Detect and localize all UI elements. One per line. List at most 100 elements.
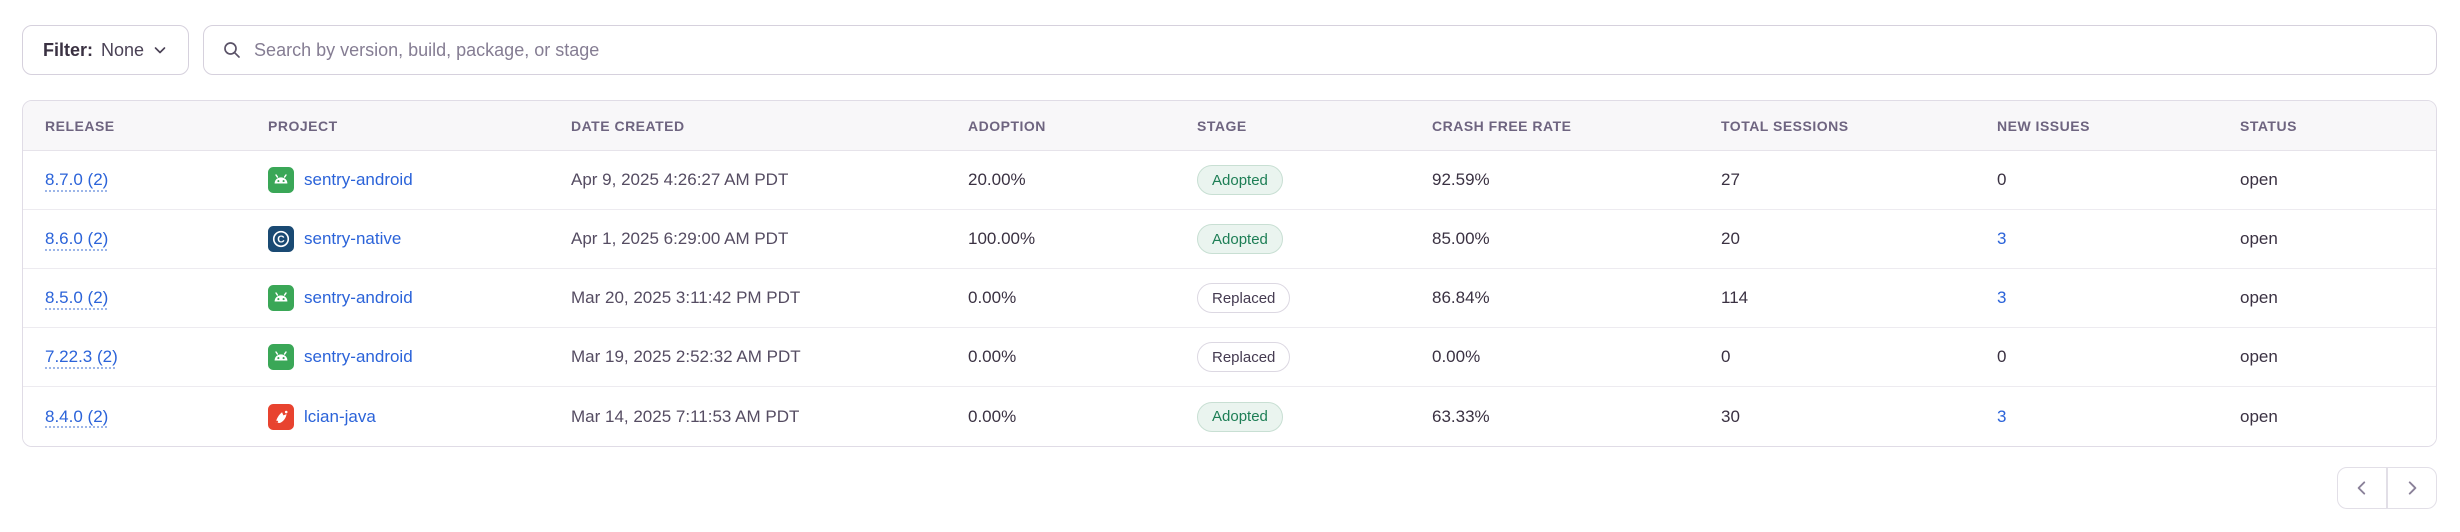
android-platform-icon xyxy=(268,285,294,311)
total-sessions-cell: 30 xyxy=(1721,406,1740,426)
stage-cell: Replaced xyxy=(1197,342,1432,372)
table-row[interactable]: 8.7.0 (2) sentry-android Apr 9, 2025 4:2… xyxy=(23,151,2436,210)
new-issues-value: 0 xyxy=(1997,347,2007,366)
stage-badge: Replaced xyxy=(1197,283,1291,313)
release-cell: 8.4.0 (2) xyxy=(45,407,268,427)
release-cell: 8.5.0 (2) xyxy=(45,288,268,308)
stage-badge: Adopted xyxy=(1197,165,1283,195)
new-issues-link[interactable]: 3 xyxy=(1997,406,2007,426)
toolbar: Filter: None xyxy=(22,25,2437,75)
table-body: 8.7.0 (2) sentry-android Apr 9, 2025 4:2… xyxy=(23,151,2436,446)
crash-free-rate-cell: 92.59% xyxy=(1432,170,1490,189)
chevron-down-icon xyxy=(152,42,168,58)
stage-cell: Adopted xyxy=(1197,224,1432,254)
previous-page-button[interactable] xyxy=(2337,467,2387,509)
project-cell: sentry-android xyxy=(268,285,571,311)
new-issues-link[interactable]: 3 xyxy=(1997,229,2007,248)
date-created-cell: Apr 1, 2025 6:29:00 AM PDT xyxy=(571,229,789,248)
status-cell: open xyxy=(2240,406,2278,426)
date-created-cell: Apr 9, 2025 4:26:27 AM PDT xyxy=(571,170,789,189)
stage-badge: Adopted xyxy=(1197,224,1283,254)
release-link[interactable]: 8.6.0 (2) xyxy=(45,229,109,248)
column-header-date-created: Date Created xyxy=(571,117,685,134)
table-row[interactable]: 7.22.3 (2) sentry-android Mar 19, 2025 2… xyxy=(23,328,2436,387)
column-header-stage: Stage xyxy=(1197,117,1247,134)
svg-text:C: C xyxy=(277,235,285,246)
status-cell: open xyxy=(2240,229,2278,248)
filter-label: Filter: xyxy=(43,39,94,60)
stage-cell: Adopted xyxy=(1197,165,1432,195)
total-sessions-cell: 114 xyxy=(1721,288,1749,307)
adoption-cell: 100.00% xyxy=(968,229,1036,248)
releases-table: Release Project Date Created Adoption St… xyxy=(22,100,2437,447)
crash-free-rate-cell: 85.00% xyxy=(1432,229,1490,248)
pagination xyxy=(22,467,2437,509)
project-link[interactable]: sentry-android xyxy=(304,347,413,366)
date-created-cell: Mar 14, 2025 7:11:53 AM PDT xyxy=(571,406,800,426)
c-platform-icon: C xyxy=(268,226,294,252)
next-page-button[interactable] xyxy=(2387,467,2437,509)
date-created-cell: Mar 20, 2025 3:11:42 PM PDT xyxy=(571,288,801,307)
search-input[interactable] xyxy=(254,39,2418,61)
new-issues-cell: 3 xyxy=(1997,407,2240,427)
release-cell: 8.6.0 (2) xyxy=(45,229,268,249)
release-cell: 8.7.0 (2) xyxy=(45,170,268,190)
stage-cell: Replaced xyxy=(1197,283,1432,313)
column-header-release: Release xyxy=(45,117,115,134)
project-cell: sentry-android xyxy=(268,167,571,193)
release-link[interactable]: 8.7.0 (2) xyxy=(45,170,109,189)
search-box[interactable] xyxy=(203,25,2437,75)
release-link[interactable]: 8.4.0 (2) xyxy=(45,406,109,426)
release-link[interactable]: 7.22.3 (2) xyxy=(45,347,118,366)
chevron-right-icon xyxy=(2403,479,2421,497)
new-issues-cell: 0 xyxy=(1997,347,2240,367)
status-cell: open xyxy=(2240,347,2278,366)
new-issues-cell: 3 xyxy=(1997,229,2240,249)
java-platform-icon xyxy=(268,403,294,430)
release-cell: 7.22.3 (2) xyxy=(45,347,268,367)
column-header-crash-free-rate: Crash Free Rate xyxy=(1432,117,1572,134)
stage-badge: Adopted xyxy=(1197,401,1283,432)
column-header-status: Status xyxy=(2240,117,2297,134)
total-sessions-cell: 27 xyxy=(1721,170,1740,189)
table-row[interactable]: 8.6.0 (2) C sentry-native Apr 1, 2025 6:… xyxy=(23,210,2436,269)
filter-dropdown-button[interactable]: Filter: None xyxy=(22,25,190,75)
pagination-button-group xyxy=(2337,467,2437,509)
status-cell: open xyxy=(2240,170,2278,189)
project-link[interactable]: sentry-android xyxy=(304,170,413,189)
search-icon xyxy=(222,40,242,60)
android-platform-icon xyxy=(268,344,294,370)
status-cell: open xyxy=(2240,288,2278,307)
project-cell: sentry-android xyxy=(268,344,571,370)
column-header-adoption: Adoption xyxy=(968,117,1046,134)
column-header-total-sessions: Total Sessions xyxy=(1721,117,1849,134)
project-link[interactable]: sentry-native xyxy=(304,229,402,248)
crash-free-rate-cell: 86.84% xyxy=(1432,288,1490,307)
release-link[interactable]: 8.5.0 (2) xyxy=(45,288,109,307)
crash-free-rate-cell: 63.33% xyxy=(1432,406,1490,426)
new-issues-link[interactable]: 3 xyxy=(1997,288,2007,307)
column-header-project: Project xyxy=(268,117,338,134)
project-link[interactable]: lcian-java xyxy=(304,406,376,426)
new-issues-cell: 0 xyxy=(1997,170,2240,190)
stage-cell: Adopted xyxy=(1197,401,1432,432)
crash-free-rate-cell: 0.00% xyxy=(1432,347,1481,366)
android-platform-icon xyxy=(268,167,294,193)
date-created-cell: Mar 19, 2025 2:52:32 AM PDT xyxy=(571,347,801,366)
total-sessions-cell: 20 xyxy=(1721,229,1740,248)
releases-page: Filter: None Release Project Date Create… xyxy=(22,25,2437,509)
total-sessions-cell: 0 xyxy=(1721,347,1731,366)
filter-value: None xyxy=(101,39,145,60)
project-cell: lcian-java xyxy=(268,403,571,430)
stage-badge: Replaced xyxy=(1197,342,1291,372)
project-cell: C sentry-native xyxy=(268,226,571,252)
table-row[interactable]: 8.4.0 (2) lcian-java Mar 14, 2025 7:11:5… xyxy=(23,387,2436,446)
chevron-left-icon xyxy=(2353,479,2371,497)
new-issues-value: 0 xyxy=(1997,170,2007,189)
column-header-new-issues: New Issues xyxy=(1997,117,2090,134)
adoption-cell: 20.00% xyxy=(968,170,1026,189)
adoption-cell: 0.00% xyxy=(968,406,1017,426)
table-row[interactable]: 8.5.0 (2) sentry-android Mar 20, 2025 3:… xyxy=(23,269,2436,328)
adoption-cell: 0.00% xyxy=(968,347,1017,366)
project-link[interactable]: sentry-android xyxy=(304,288,413,307)
